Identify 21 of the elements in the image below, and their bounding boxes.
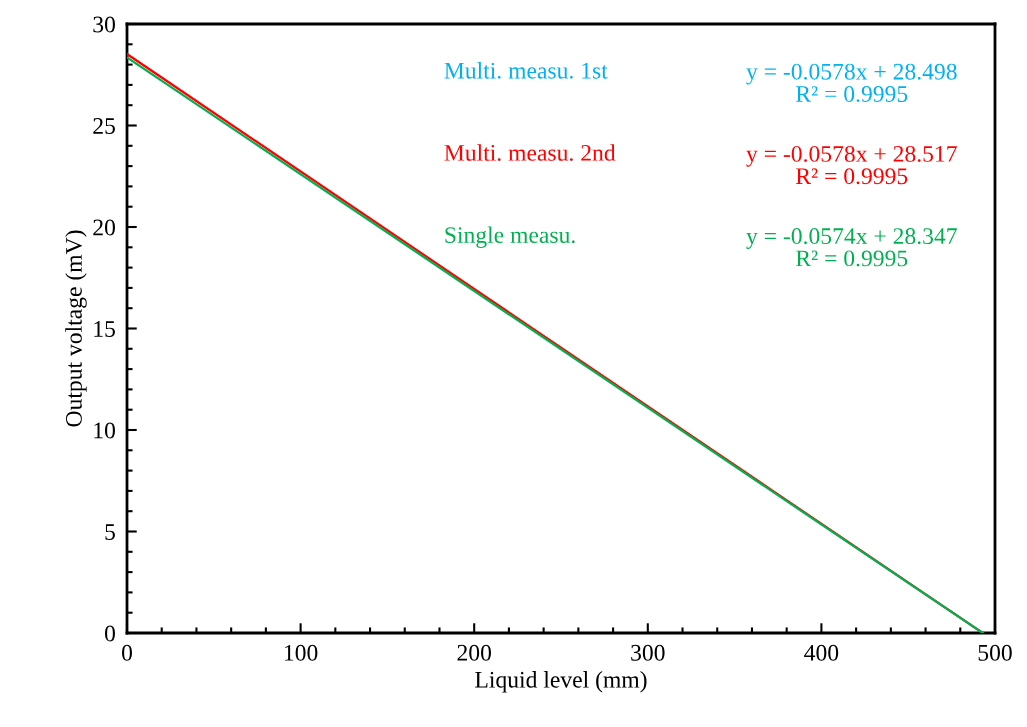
legend-label: Multi. measu. 1st — [444, 62, 608, 79]
x-tick-label: 400 — [804, 644, 839, 661]
y-axis-title: Output voltage (mV) — [65, 230, 87, 427]
series-label: Single measu. — [445, 226, 575, 248]
y-tick-label: 0 — [104, 625, 115, 642]
x-tick-label: 100 — [284, 644, 318, 661]
text: Multi. measu. 2nd — [444, 144, 616, 161]
y-tick-label: 30 — [93, 16, 115, 33]
y-tick-label: 5 — [105, 524, 115, 540]
annotation: y = -0.0578x + 28.517 R² = 0.9995 — [746, 145, 957, 185]
x-tick-label: 200 — [457, 644, 492, 661]
x-axis-title: Liquid level (mm) — [475, 671, 647, 693]
y-tick-label: 10 — [94, 422, 115, 439]
y-tick-label: 20 — [93, 219, 115, 236]
x-tick-label: 0 — [122, 644, 132, 661]
y-tick-label: 25 — [93, 118, 115, 134]
annotation: y = -0.0574x + 28.347 R² = 0.9995 — [746, 228, 957, 267]
annotation: y = -0.0578x + 28.498 R² = 0.9995 — [746, 63, 957, 103]
y-tick-label: 15 — [94, 321, 115, 337]
x-tick-label: 300 — [631, 644, 665, 661]
x-tick-label: 500 — [978, 644, 1012, 661]
